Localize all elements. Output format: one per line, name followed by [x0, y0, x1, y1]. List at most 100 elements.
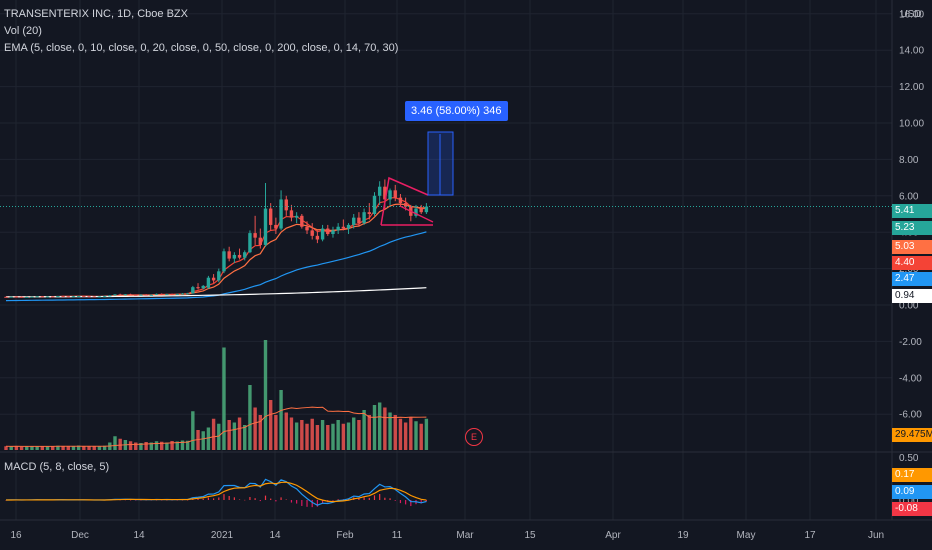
volume-bar: [289, 417, 294, 450]
pattern-drawing[interactable]: [380, 131, 454, 226]
macd-histogram-bar: [254, 498, 256, 500]
candle: [305, 221, 309, 235]
candle-body: [393, 190, 397, 198]
candle: [19, 296, 24, 298]
macd-histogram-bar: [244, 499, 246, 501]
volume-bar: [56, 445, 60, 450]
macd-histogram-bar: [399, 500, 402, 504]
candle-body: [51, 296, 55, 298]
candle: [258, 228, 263, 249]
volume-bar: [243, 425, 247, 450]
macd-histogram-bar: [373, 495, 376, 500]
macd-histogram-bar: [135, 500, 137, 501]
candle-body: [102, 296, 107, 298]
time-axis[interactable]: 16 Dec 14 2021 14 Feb 11 Mar 15 Apr 19 May 17 Jun: [10, 530, 884, 541]
price-tick-label: 0.00: [899, 301, 919, 312]
volume-bar: [383, 407, 387, 450]
candle-body: [388, 190, 392, 200]
candle-body: [289, 210, 294, 218]
price-tick-label: 16.00: [899, 9, 924, 20]
volume-bar: [185, 440, 190, 450]
volume-bar: [274, 415, 278, 450]
macd-histogram-bar: [218, 497, 220, 500]
macd-histogram-bar: [290, 500, 293, 503]
candle: [263, 183, 268, 247]
volume-bar: [377, 402, 382, 450]
legend-ema[interactable]: EMA (5, close, 0, 10, close, 0, 20, clos…: [4, 42, 399, 54]
time-tick-label: 19: [677, 530, 689, 541]
candle: [289, 204, 294, 222]
volume-bar: [419, 423, 423, 450]
candle: [56, 295, 60, 298]
candle-body: [268, 208, 273, 225]
volume-bar: [372, 405, 377, 450]
legend-macd[interactable]: MACD (5, 8, close, 5): [4, 461, 110, 473]
volume-bar: [284, 412, 288, 450]
candle-body: [206, 277, 211, 288]
volume-bar: [71, 446, 76, 450]
volume-bar: [414, 421, 418, 450]
candle-body: [196, 287, 200, 289]
volume-bar: [35, 446, 39, 450]
candle: [367, 203, 371, 220]
candle: [144, 294, 148, 296]
volume-bar: [315, 425, 320, 450]
macd-histogram-bar: [275, 500, 277, 502]
candle-body: [237, 254, 242, 258]
macd-signal-line: [5, 481, 427, 503]
volume-bar: [45, 446, 50, 450]
candle: [357, 212, 361, 227]
candle-body: [175, 293, 179, 295]
legend-symbol[interactable]: TRANSENTERIX INC, 1D, Cboe BZX: [4, 8, 188, 20]
macd-histogram-bar: [405, 500, 407, 505]
candle-body: [35, 296, 39, 298]
macd-histogram-bar: [228, 496, 230, 500]
volume-bar: [149, 442, 154, 450]
macd-histogram-bar: [332, 500, 334, 501]
volume-bar: [222, 347, 226, 450]
candle-body: [4, 296, 8, 298]
macd-histogram-bar: [202, 498, 204, 500]
macd-histogram-bar: [187, 499, 189, 501]
candle: [149, 294, 154, 296]
volume-bar: [227, 420, 231, 450]
volume-bar: [346, 422, 351, 450]
volume-bar: [40, 446, 45, 450]
candle-body: [25, 296, 29, 298]
candle: [352, 214, 356, 229]
candle: [154, 293, 159, 295]
price-range-measure-label[interactable]: 3.46 (58.00%) 346: [405, 101, 508, 121]
candle-body: [320, 228, 325, 240]
candle: [191, 285, 195, 294]
candle: [222, 248, 226, 274]
candle: [284, 195, 288, 216]
candle-body: [134, 294, 138, 296]
earnings-marker-icon[interactable]: E: [465, 428, 483, 446]
price-tick-label: 14.00: [899, 46, 924, 57]
macd-pane: [5, 478, 427, 508]
macd-histogram-bar: [316, 500, 318, 507]
macd-histogram-bar: [161, 500, 163, 501]
candle: [14, 296, 19, 298]
legend-volume[interactable]: Vol (20): [4, 25, 42, 37]
volume-bar: [201, 431, 205, 450]
volume-badge: 29.475M: [892, 428, 932, 442]
candle: [118, 293, 122, 296]
candle-body: [19, 296, 24, 298]
volume-bar: [128, 441, 133, 450]
candle-body: [414, 208, 418, 216]
macd-histogram-bar: [306, 500, 308, 507]
candle-body: [377, 186, 382, 196]
macd-histogram-bar: [384, 497, 386, 500]
candle: [51, 296, 55, 298]
candle: [160, 293, 164, 295]
price-badge: 5.23: [892, 221, 932, 235]
volume-bar: [217, 423, 221, 450]
macd-histogram-bar: [379, 494, 381, 500]
volume-bar: [388, 412, 392, 450]
macd-histogram-bar: [301, 500, 303, 506]
volume-bar: [398, 418, 403, 450]
candlestick-series: [0, 179, 892, 298]
volume-bar: [331, 423, 335, 450]
